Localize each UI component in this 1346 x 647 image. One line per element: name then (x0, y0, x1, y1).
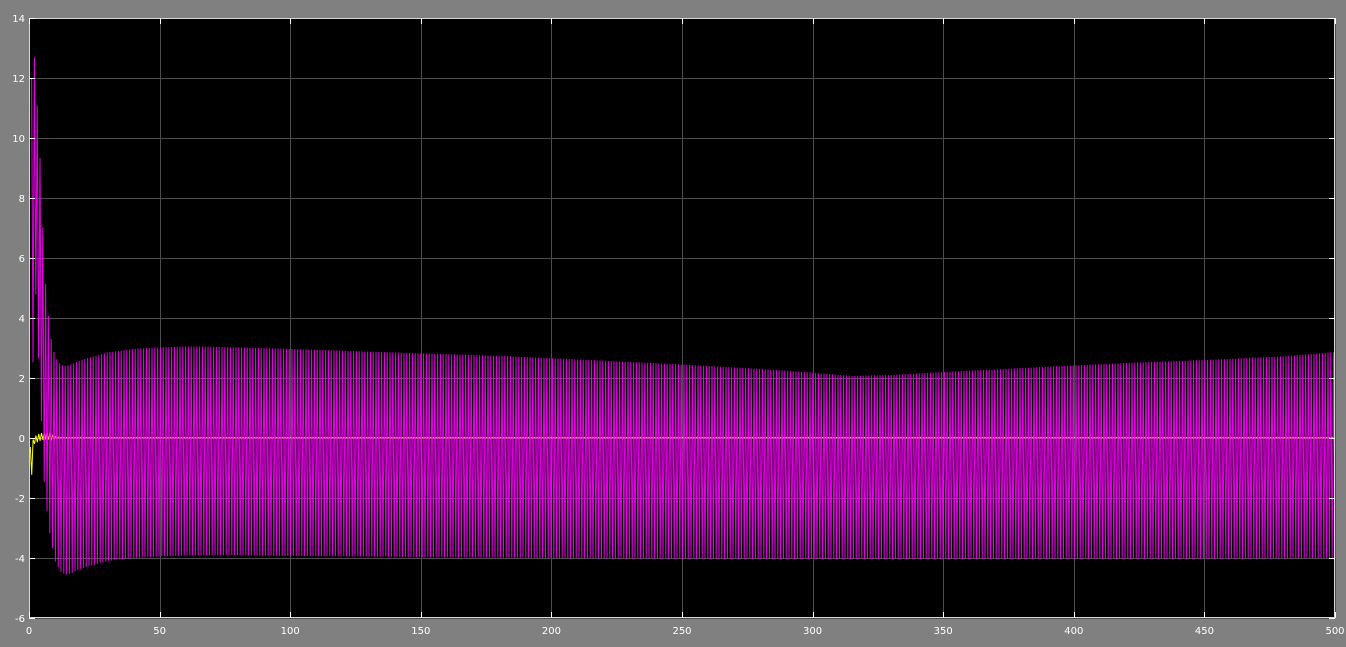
x-tick-label-9: 450 (1195, 626, 1214, 637)
series-line-0 (31, 57, 1336, 575)
y-tick-label-7: 8 (19, 194, 25, 205)
series-group (29, 57, 1336, 575)
x-tick-label-5: 250 (672, 626, 691, 637)
x-tick-label-3: 150 (411, 626, 430, 637)
y-tick-label-3: 0 (19, 434, 25, 445)
x-tick-label-2: 100 (281, 626, 300, 637)
x-tick-label-7: 350 (934, 626, 953, 637)
x-tick-label-10: 500 (1325, 626, 1344, 637)
x-tick-label-0: 0 (26, 626, 32, 637)
y-tick-label-2: -2 (15, 494, 25, 505)
y-tick-label-9: 12 (12, 74, 25, 85)
x-tick-label-1: 50 (153, 626, 166, 637)
y-tick-label-8: 10 (12, 134, 25, 145)
y-tick-label-1: -4 (15, 554, 25, 565)
y-axis-tick-labels: -6 -4 -2 0 2 4 6 8 10 12 14 (12, 14, 25, 625)
y-tick-label-10: 14 (12, 14, 25, 25)
x-tick-label-8: 400 (1064, 626, 1083, 637)
y-tick-label-5: 4 (19, 314, 25, 325)
y-tick-label-6: 6 (19, 254, 25, 265)
x-tick-label-4: 200 (542, 626, 561, 637)
x-tick-label-6: 300 (803, 626, 822, 637)
x-axis-tick-labels: 0 50 100 150 200 250 300 350 400 450 500 (26, 626, 1345, 637)
axis-ticks (29, 18, 1336, 619)
y-tick-label-0: -6 (15, 614, 25, 625)
y-tick-label-4: 2 (19, 374, 25, 385)
